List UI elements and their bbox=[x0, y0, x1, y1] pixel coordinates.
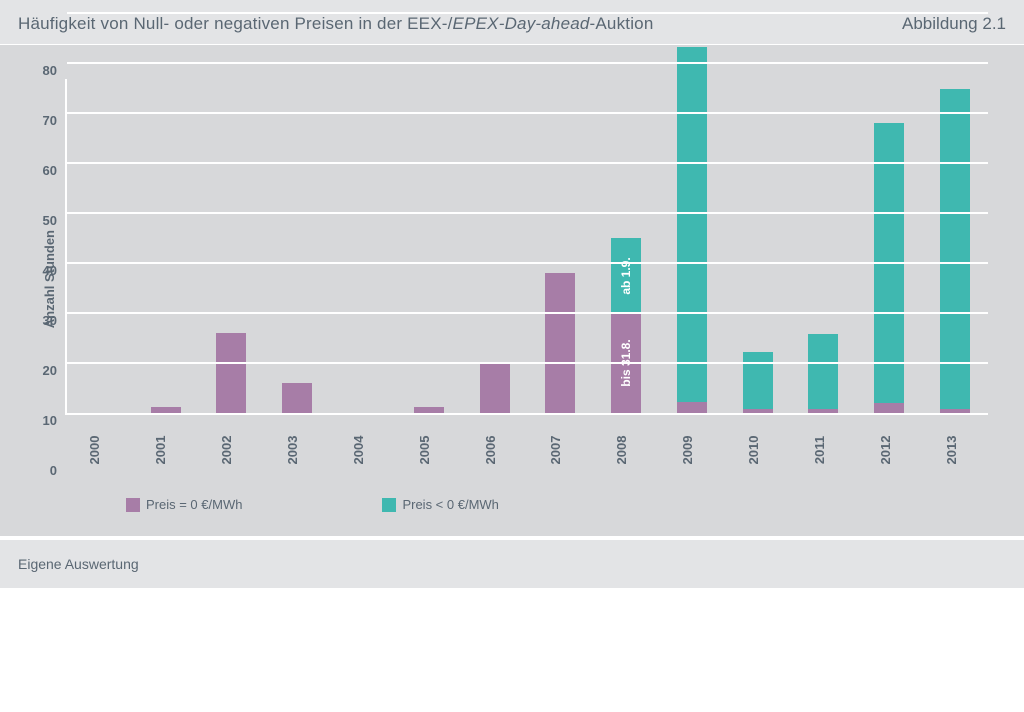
figure-header: Häufigkeit von Null- oder negativen Prei… bbox=[0, 0, 1024, 45]
legend-item-zero: Preis = 0 €/MWh bbox=[126, 497, 242, 512]
bar-segment-zero bbox=[151, 407, 181, 413]
bar bbox=[216, 333, 246, 413]
legend-item-neg: Preis < 0 €/MWh bbox=[382, 497, 498, 512]
bar bbox=[480, 363, 510, 413]
figure-container: Häufigkeit von Null- oder negativen Prei… bbox=[0, 0, 1024, 712]
x-tick-label: 2008 bbox=[596, 417, 654, 483]
bar bbox=[940, 89, 970, 413]
y-axis-ticks: 80706050403020100 bbox=[57, 79, 65, 479]
bar-segment-neg: ab 1.9. bbox=[611, 238, 641, 313]
legend-swatch-neg bbox=[382, 498, 396, 512]
x-tick-label: 2007 bbox=[530, 417, 588, 483]
figure-footer: Eigene Auswertung bbox=[0, 536, 1024, 588]
bar-segment-neg bbox=[677, 47, 707, 402]
bar-segment-neg bbox=[743, 352, 773, 410]
x-tick-label: 2002 bbox=[201, 417, 259, 483]
bar-segment-zero bbox=[216, 333, 246, 413]
source-text: Eigene Auswertung bbox=[18, 556, 139, 572]
x-tick-label: 2010 bbox=[728, 417, 786, 483]
x-tick-label: 2004 bbox=[333, 417, 391, 483]
grid-line bbox=[67, 12, 988, 14]
grid-line bbox=[67, 262, 988, 264]
plot-block: Anzahl Stunden 80706050403020100 bis 31.… bbox=[0, 45, 1024, 536]
bar-segment-neg bbox=[808, 334, 838, 409]
bar bbox=[282, 383, 312, 413]
grid-line bbox=[67, 362, 988, 364]
title-italic: EPEX-Day-ahead bbox=[453, 14, 590, 33]
grid-line bbox=[67, 312, 988, 314]
bar-segment-zero bbox=[808, 409, 838, 413]
bar bbox=[743, 352, 773, 414]
bar-segment-zero bbox=[677, 402, 707, 413]
bar-segment-neg bbox=[940, 89, 970, 409]
bar-segment-zero bbox=[480, 363, 510, 413]
bar-segment-zero bbox=[282, 383, 312, 413]
bar bbox=[874, 123, 904, 413]
x-tick-label: 2011 bbox=[794, 417, 852, 483]
grid-line bbox=[67, 112, 988, 114]
x-tick-label: 2000 bbox=[69, 417, 127, 483]
x-tick-label: 2013 bbox=[926, 417, 984, 483]
figure-title: Häufigkeit von Null- oder negativen Prei… bbox=[18, 14, 654, 34]
bar bbox=[414, 407, 444, 413]
x-tick-label: 2012 bbox=[860, 417, 918, 483]
bar-segment-zero bbox=[940, 409, 970, 413]
x-tick-label: 2001 bbox=[135, 417, 193, 483]
x-axis-labels: 2000200120022003200420052006200720082009… bbox=[65, 421, 988, 479]
bar bbox=[808, 334, 838, 413]
bar: bis 31.8.ab 1.9. bbox=[611, 238, 641, 413]
x-tick-label: 2006 bbox=[464, 417, 522, 483]
bar-segment-zero bbox=[874, 403, 904, 413]
grid-line bbox=[67, 162, 988, 164]
bar bbox=[545, 273, 575, 413]
x-tick-label: 2005 bbox=[399, 417, 457, 483]
bar-segment-zero bbox=[545, 273, 575, 413]
legend: Preis = 0 €/MWh Preis < 0 €/MWh bbox=[36, 479, 988, 518]
grid-line bbox=[67, 212, 988, 214]
x-tick-label: 2003 bbox=[267, 417, 325, 483]
figure-number: Abbildung 2.1 bbox=[902, 14, 1006, 34]
legend-label-neg: Preis < 0 €/MWh bbox=[402, 497, 498, 512]
bar-segment-zero bbox=[743, 409, 773, 413]
grid-line bbox=[67, 62, 988, 64]
chart-plot-area: bis 31.8.ab 1.9. bbox=[65, 79, 988, 415]
x-tick-label: 2009 bbox=[662, 417, 720, 483]
bar bbox=[677, 47, 707, 413]
title-suffix: -Auktion bbox=[590, 14, 654, 33]
bar bbox=[151, 407, 181, 413]
plot-area-wrap: Anzahl Stunden 80706050403020100 bis 31.… bbox=[36, 79, 988, 479]
title-prefix: Häufigkeit von Null- oder negativen Prei… bbox=[18, 14, 453, 33]
legend-swatch-zero bbox=[126, 498, 140, 512]
legend-label-zero: Preis = 0 €/MWh bbox=[146, 497, 242, 512]
bar-segment-zero bbox=[414, 407, 444, 413]
